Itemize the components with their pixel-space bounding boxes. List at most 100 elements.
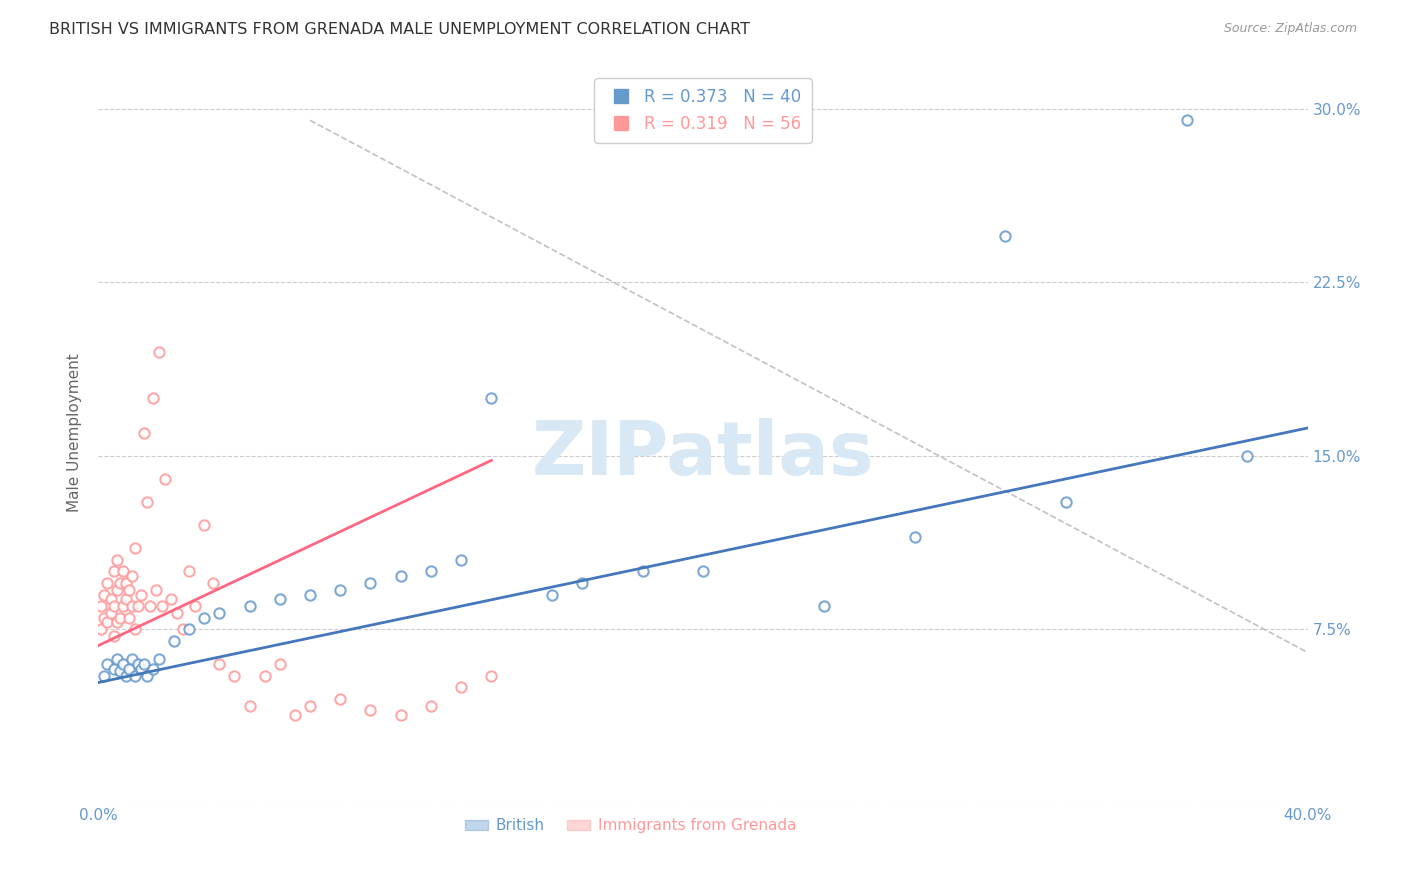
Point (631, 565, 654, 579)
Point (135, 495, 157, 509)
Point (124, 541, 146, 556)
Point (360, 576, 382, 591)
Point (129, 588, 152, 602)
Point (142, 391, 165, 405)
Point (121, 652, 143, 666)
Point (208, 606, 231, 620)
Point (224, 668, 246, 682)
Point (124, 668, 146, 682)
Point (184, 599, 207, 614)
Point (160, 592, 183, 607)
Point (108, 664, 131, 678)
Point (163, 633, 186, 648)
Point (329, 691, 352, 706)
Point (103, 565, 125, 579)
Point (284, 707, 307, 722)
Point (103, 599, 125, 614)
Point (150, 599, 173, 614)
Point (93, 588, 115, 602)
Point (813, 599, 835, 614)
Point (208, 657, 231, 671)
Point (93, 668, 115, 682)
Point (179, 622, 201, 636)
Point (172, 622, 194, 636)
Point (118, 610, 141, 624)
Point (166, 606, 188, 620)
Point (692, 565, 714, 579)
Point (96, 657, 118, 671)
Point (96, 576, 118, 591)
Point (1175, 113, 1198, 128)
Point (904, 530, 927, 544)
Point (193, 610, 215, 624)
Point (269, 657, 291, 671)
Point (179, 565, 201, 579)
Point (132, 657, 155, 671)
Point (111, 657, 134, 671)
Point (90, 599, 112, 614)
Point (100, 606, 122, 620)
Point (127, 657, 149, 671)
Text: Source: ZipAtlas.com: Source: ZipAtlas.com (1223, 22, 1357, 36)
Point (239, 599, 262, 614)
Point (145, 582, 167, 597)
Point (96, 615, 118, 630)
Point (1236, 449, 1258, 463)
Point (994, 229, 1017, 244)
Point (389, 569, 412, 583)
Point (121, 599, 143, 614)
Point (389, 707, 412, 722)
Point (420, 698, 443, 713)
Point (105, 553, 128, 567)
Text: ZIPatlas: ZIPatlas (531, 418, 875, 491)
Point (450, 553, 472, 567)
Point (420, 565, 443, 579)
Point (121, 569, 143, 583)
Y-axis label: Male Unemployment: Male Unemployment (67, 353, 83, 512)
Point (108, 610, 131, 624)
Text: BRITISH VS IMMIGRANTS FROM GRENADA MALE UNEMPLOYMENT CORRELATION CHART: BRITISH VS IMMIGRANTS FROM GRENADA MALE … (49, 22, 751, 37)
Point (100, 592, 122, 607)
Point (360, 703, 382, 717)
Point (118, 662, 141, 676)
Point (253, 668, 276, 682)
Point (299, 698, 322, 713)
Point (239, 698, 262, 713)
Point (105, 582, 128, 597)
Point (132, 425, 155, 440)
Point (329, 582, 352, 597)
Point (124, 622, 146, 636)
Legend: British, Immigrants from Grenada: British, Immigrants from Grenada (458, 813, 803, 839)
Point (111, 565, 134, 579)
Point (299, 588, 322, 602)
Point (148, 344, 170, 359)
Point (90, 622, 112, 636)
Point (111, 599, 134, 614)
Point (93, 610, 115, 624)
Point (103, 662, 125, 676)
Point (139, 599, 162, 614)
Point (1054, 495, 1077, 509)
Point (114, 576, 136, 591)
Point (105, 615, 128, 630)
Point (450, 680, 472, 694)
Point (202, 576, 225, 591)
Point (481, 668, 503, 682)
Point (153, 472, 176, 486)
Point (114, 668, 136, 682)
Point (193, 518, 215, 533)
Point (103, 629, 125, 643)
Point (571, 576, 593, 591)
Point (105, 652, 128, 666)
Point (269, 592, 291, 607)
Point (118, 582, 141, 597)
Point (540, 588, 562, 602)
Point (127, 599, 149, 614)
Point (129, 662, 152, 676)
Point (114, 592, 136, 607)
Point (142, 662, 165, 676)
Point (148, 652, 170, 666)
Point (108, 576, 131, 591)
Point (752, 113, 775, 128)
Point (135, 668, 157, 682)
